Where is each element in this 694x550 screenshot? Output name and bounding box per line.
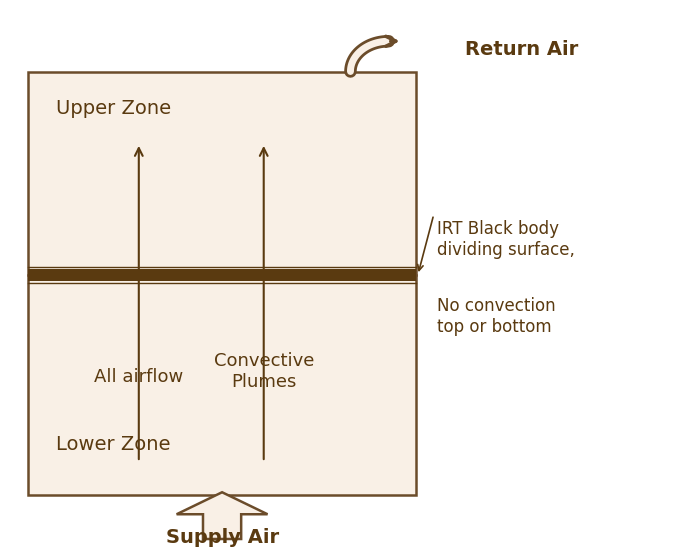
Text: Convective
Plumes: Convective Plumes (214, 352, 314, 391)
Text: No convection
top or bottom: No convection top or bottom (437, 297, 556, 336)
Text: Lower Zone: Lower Zone (56, 434, 170, 454)
Bar (28, 269, 416, 281)
Bar (28, 275, 416, 495)
Text: Return Air: Return Air (465, 40, 578, 59)
Text: IRT Black body
dividing surface,: IRT Black body dividing surface, (437, 220, 575, 259)
Text: Supply Air: Supply Air (165, 528, 279, 547)
Bar (28, 72, 416, 275)
Text: All airflow: All airflow (94, 368, 183, 387)
Text: Upper Zone: Upper Zone (56, 99, 171, 118)
FancyArrow shape (176, 492, 268, 539)
